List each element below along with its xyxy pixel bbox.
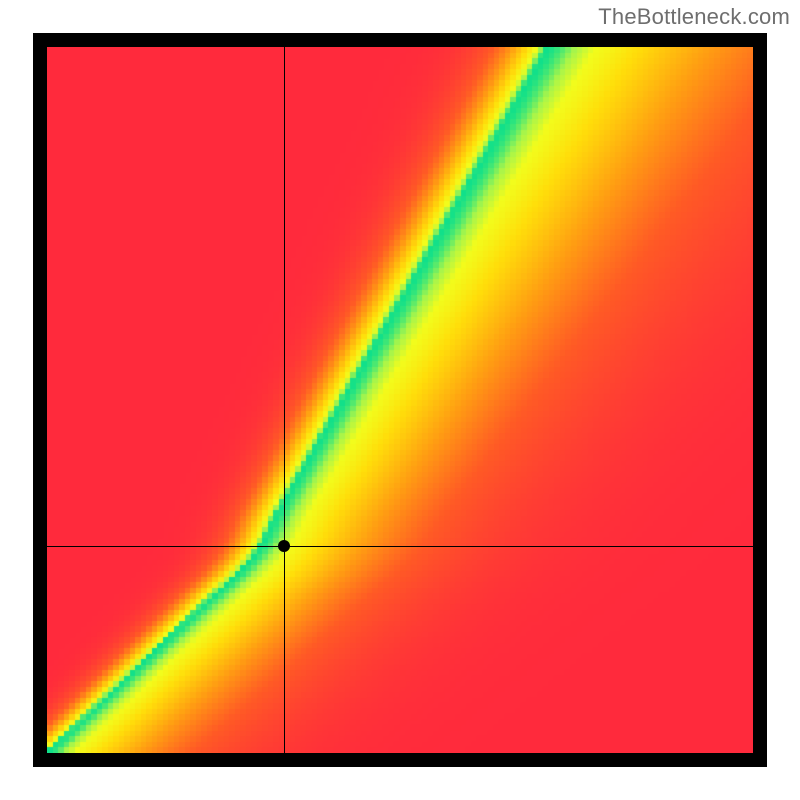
heatmap-canvas (47, 47, 753, 753)
crosshair-vertical (284, 47, 285, 753)
crosshair-horizontal (47, 546, 753, 547)
root-container: TheBottleneck.com (0, 0, 800, 800)
plot-frame (33, 33, 767, 767)
crosshair-marker (278, 540, 290, 552)
watermark-label: TheBottleneck.com (598, 4, 790, 30)
